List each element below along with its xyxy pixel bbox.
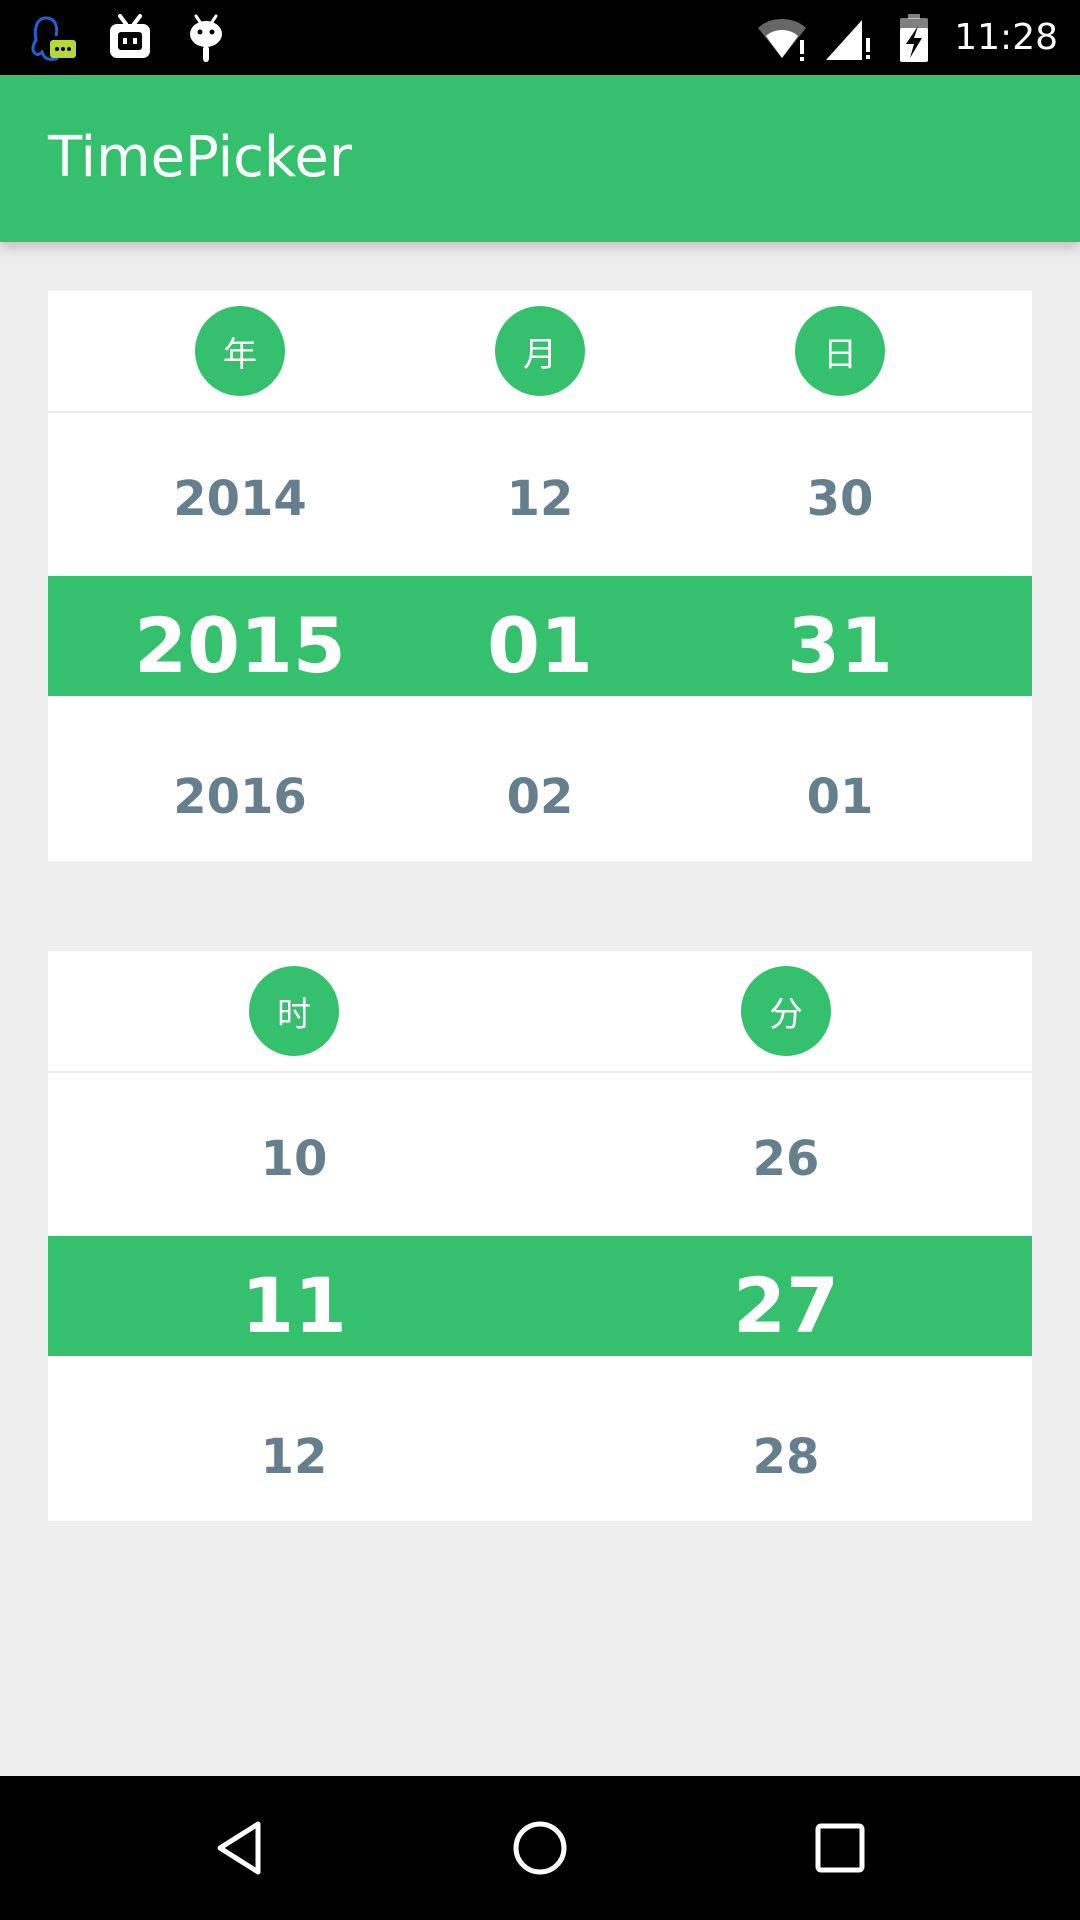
home-icon[interactable] — [508, 1816, 572, 1880]
month-label-badge: 月 — [495, 306, 585, 396]
year-prev-option[interactable]: 2014 — [173, 471, 307, 527]
back-icon[interactable] — [208, 1816, 272, 1880]
notification-icons — [28, 12, 232, 64]
month-prev-option[interactable]: 12 — [506, 471, 574, 527]
hour-selected-value[interactable]: 11 — [241, 1261, 347, 1350]
minute-prev-option[interactable]: 26 — [752, 1131, 820, 1187]
month-selected-value[interactable]: 01 — [487, 601, 593, 690]
day-label-badge: 日 — [795, 306, 885, 396]
time-selection-band — [48, 1236, 1032, 1356]
android-icon — [190, 14, 222, 62]
page-title: TimePicker — [48, 125, 352, 190]
hour-next-option[interactable]: 12 — [260, 1429, 328, 1485]
day-selected-value[interactable]: 31 — [787, 601, 893, 690]
time-picker: 时 分 10 11 12 26 27 28 — [48, 951, 1032, 1521]
bilibili-tv-icon — [110, 14, 150, 58]
year-label-badge: 年 — [195, 306, 285, 396]
year-next-option[interactable]: 2016 — [173, 769, 307, 825]
battery-charging-icon — [900, 14, 929, 62]
minute-label-badge: 分 — [741, 966, 831, 1056]
wifi-alert-icon — [758, 19, 807, 61]
status-bar: 11:28 — [0, 0, 1080, 75]
navigation-bar — [0, 1776, 1080, 1920]
date-picker: 年 月 日 2014 2015 2016 12 01 02 30 31 01 — [48, 291, 1032, 861]
month-next-option[interactable]: 02 — [506, 769, 574, 825]
app-bar: TimePicker — [0, 75, 1080, 242]
date-selection-band — [48, 576, 1032, 696]
recent-apps-icon[interactable] — [808, 1816, 872, 1880]
minute-next-option[interactable]: 28 — [752, 1429, 820, 1485]
clock: 11:28 — [954, 17, 1058, 58]
signal-alert-icon — [826, 20, 871, 60]
day-prev-option[interactable]: 30 — [806, 471, 874, 527]
hour-label-badge: 时 — [249, 966, 339, 1056]
system-status: 11:28 — [756, 12, 1058, 64]
hour-prev-option[interactable]: 10 — [260, 1131, 328, 1187]
year-selected-value[interactable]: 2015 — [134, 601, 346, 690]
qq-icon — [31, 16, 76, 61]
minute-selected-value[interactable]: 27 — [733, 1261, 839, 1350]
day-next-option[interactable]: 01 — [806, 769, 874, 825]
date-picker-header: 年 月 日 — [48, 291, 1032, 413]
time-picker-header: 时 分 — [48, 951, 1032, 1073]
